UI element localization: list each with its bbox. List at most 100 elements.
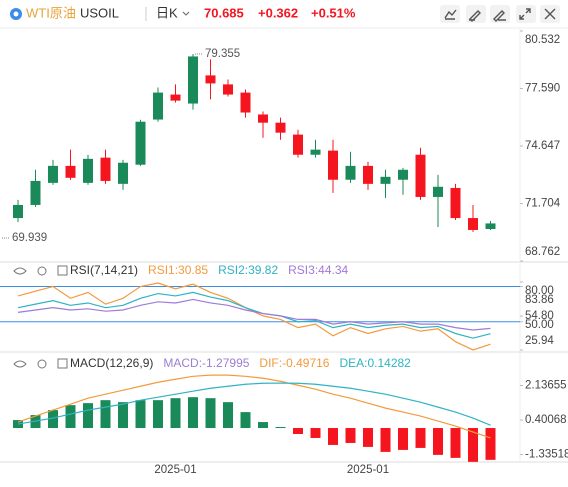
gear-icon[interactable] [37, 359, 47, 369]
candle-body [223, 84, 233, 95]
y-tick-label: 71.704 [525, 198, 561, 210]
candle-body [468, 218, 478, 230]
change-pct: +0.51% [311, 5, 356, 20]
y-tick-label: 25.94 [525, 335, 554, 347]
candle-body [345, 165, 356, 180]
candle-body [118, 162, 128, 184]
candle-body [380, 176, 391, 184]
candle-body [205, 75, 216, 84]
histogram-bar [240, 412, 251, 429]
candle-body [153, 92, 163, 120]
histogram-bar [345, 428, 356, 443]
legend-entry: DEA:0.14282 [339, 356, 411, 370]
period-caret[interactable] [182, 11, 190, 16]
annotation: 69.939 [12, 232, 47, 244]
tool-button[interactable] [440, 5, 460, 23]
histogram-bar [363, 428, 373, 447]
tool-icon [444, 9, 457, 20]
histogram-bar [275, 427, 286, 429]
histogram-bar [135, 400, 146, 429]
eye-icon[interactable] [13, 267, 27, 275]
series-line [17, 291, 491, 339]
price: 70.685 [204, 5, 244, 20]
y-tick-label: 80.532 [525, 34, 560, 46]
series-line [17, 374, 491, 439]
symbol-name[interactable]: WTI原油 [26, 5, 76, 20]
candle-body [415, 154, 426, 197]
tool-icon [519, 8, 531, 20]
candle-body [100, 157, 111, 181]
legend-entry: MACD:-1.27995 [163, 356, 249, 370]
candle-body [450, 187, 461, 219]
histogram-bar [188, 397, 198, 429]
candle-body [398, 169, 408, 180]
grid-icon[interactable] [57, 358, 68, 369]
y-tick-label: -1.33518 [525, 449, 568, 461]
histogram-bar [450, 428, 461, 458]
candle-body [363, 165, 373, 184]
y-tick-label: 68.762 [525, 246, 560, 258]
tool-button[interactable] [516, 5, 536, 23]
tool-icon [469, 10, 481, 22]
histogram-bar [223, 402, 233, 429]
legend-entry: RSI1:30.85 [148, 263, 208, 277]
candle-body [275, 122, 286, 133]
candle-body [293, 134, 303, 155]
y-tick-label: 77.590 [525, 83, 560, 95]
histogram-bar [398, 428, 408, 450]
legend-title: MACD(12,26,9) [70, 356, 153, 370]
x-tick-label: 2025-01 [154, 464, 196, 476]
legend-title: RSI(7,14,21) [70, 263, 138, 277]
period[interactable]: 日K [156, 5, 178, 20]
histogram-bar [433, 428, 443, 455]
eye-icon[interactable] [13, 360, 27, 368]
histogram-bar [328, 428, 338, 445]
series-line [17, 382, 491, 426]
symbol-code[interactable]: USOIL [80, 5, 119, 20]
histogram-bar [380, 428, 391, 452]
histogram-bar [205, 398, 216, 429]
candle-body [258, 114, 268, 123]
histogram-bar [153, 400, 163, 429]
x-tick-label: 2025-01 [347, 464, 389, 476]
grid-icon[interactable] [57, 265, 68, 276]
histogram-bar [100, 400, 111, 429]
y-tick-label: 2.13655 [525, 380, 567, 392]
tool-icon [544, 8, 556, 20]
histogram-bar [310, 428, 321, 438]
candle-body [188, 56, 198, 104]
candle-body [30, 180, 41, 205]
candle-body [485, 223, 496, 229]
histogram-bar [415, 428, 426, 448]
symbol-icon-dot [13, 11, 19, 17]
legend-entry: DIF:-0.49716 [259, 356, 329, 370]
histogram-bar [468, 428, 478, 462]
gear-icon[interactable] [37, 266, 47, 276]
y-tick-label: 83.86 [525, 294, 554, 306]
candle-body [170, 94, 181, 101]
histogram-bar [258, 422, 268, 429]
y-tick-label: 50.00 [525, 319, 554, 331]
panel-icons [13, 265, 68, 369]
histogram-bar [118, 402, 128, 429]
y-tick-label: 54.80 [525, 310, 554, 322]
tool-icon [493, 10, 506, 22]
y-tick-label: 80.00 [525, 285, 554, 297]
y-tick-label: 0.40068 [525, 414, 567, 426]
candle-body [48, 165, 58, 183]
candle-body [83, 158, 93, 183]
candle-body [433, 186, 443, 197]
candle-body [135, 121, 146, 165]
candle-body [13, 204, 23, 219]
histogram-bar [65, 405, 76, 429]
histogram-bar [485, 428, 496, 460]
candle-body [240, 92, 251, 113]
change: +0.362 [258, 5, 298, 20]
histogram-bar [83, 403, 93, 429]
y-tick-label: 74.647 [525, 140, 560, 152]
candle-body [310, 149, 321, 155]
candle-body [65, 165, 76, 178]
legend-entry: RSI2:39.82 [218, 263, 278, 277]
histogram-bar [293, 428, 303, 434]
